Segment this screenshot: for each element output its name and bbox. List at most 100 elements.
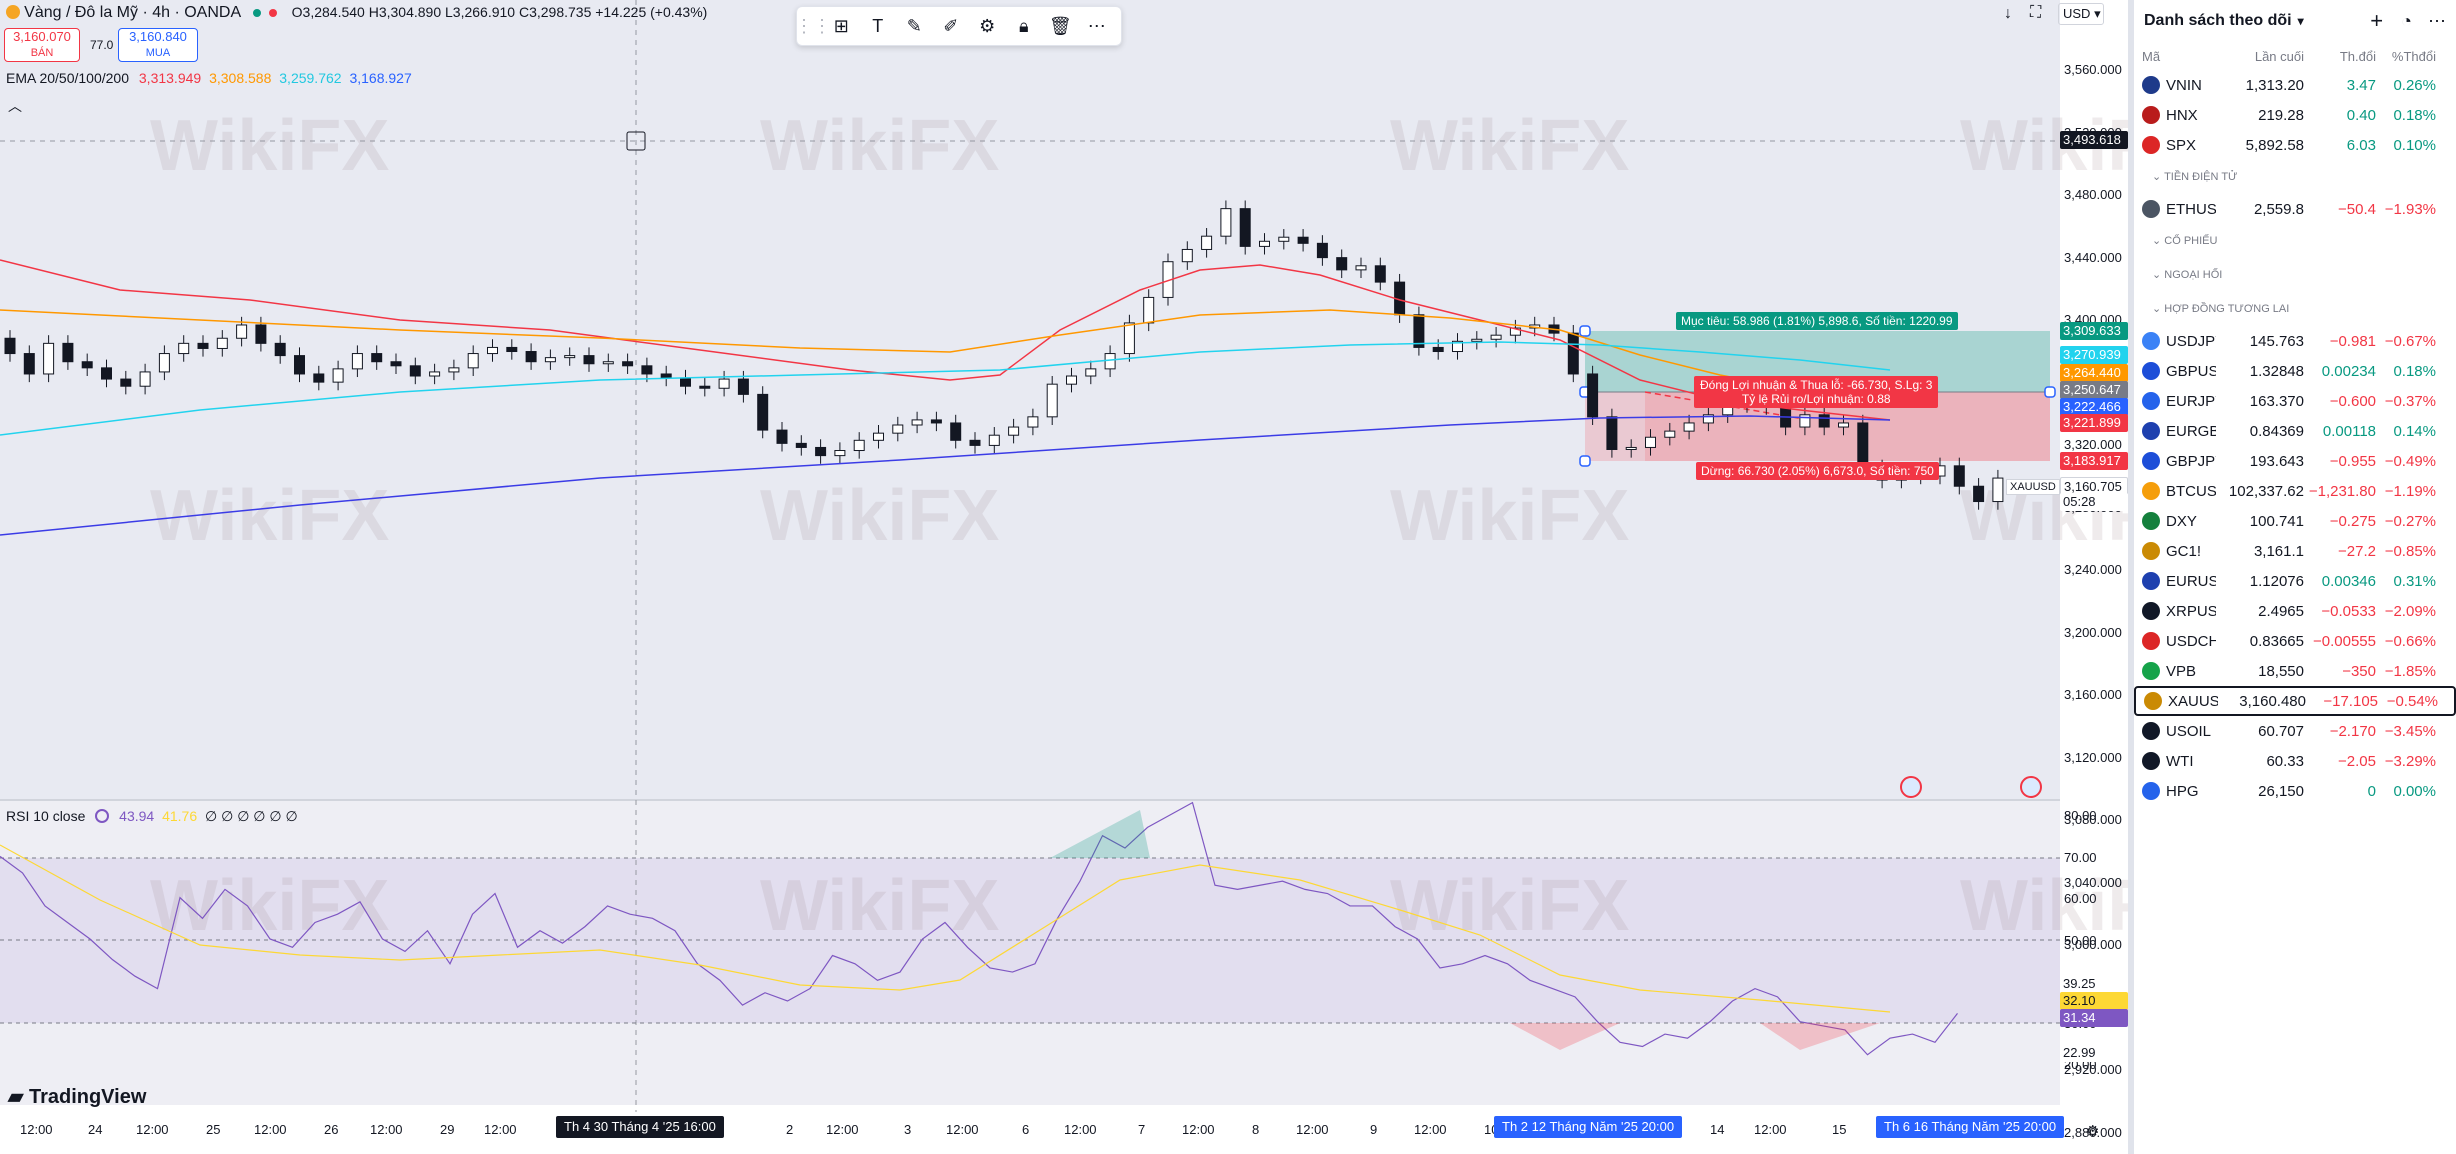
delete-icon[interactable]: 🗑︎ — [1048, 15, 1072, 36]
rsi-ma-line[interactable] — [0, 844, 1891, 1013]
watchlist-row-eurusi[interactable]: EURUSI 1.12076 0.00346 0.31% — [2134, 566, 2456, 596]
rsi-line[interactable] — [0, 801, 1958, 1056]
time-tick: 12:00 — [826, 1122, 859, 1137]
stop-loss-label: Dừng: 66.730 (2.05%) 6,673.0, Số tiền: 7… — [1696, 462, 1939, 480]
more-icon[interactable]: ⋯ — [1087, 15, 1106, 36]
collapse-icon[interactable]: ︿ — [8, 98, 22, 114]
col-change-pct[interactable]: %Thđổi — [2391, 48, 2436, 64]
watchlist-row-gbpusi[interactable]: GBPUSI 1.32848 0.00234 0.18% — [2134, 356, 2456, 386]
text-icon[interactable]: T — [872, 15, 884, 36]
change-pct: 0.10% — [2393, 136, 2436, 154]
col-symbol[interactable]: Mã — [2142, 48, 2161, 64]
watchlist-row-vpb[interactable]: VPB 18,550 −350 −1.85% — [2134, 656, 2456, 686]
add-symbol-icon[interactable]: + — [2370, 8, 2384, 33]
symbol-title[interactable]: Vàng / Đô la Mỹ · 4h · OANDA — [24, 4, 242, 21]
last-price: 100.741 — [2249, 512, 2304, 530]
settings-gear-icon[interactable]: ⚙ — [2086, 1123, 2100, 1140]
watchlist-row-gc1![interactable]: GC1! 3,161.1 −27.2 −0.85% — [2134, 536, 2456, 566]
fill-color-icon[interactable]: ✐ — [943, 15, 959, 36]
price-tick: 3,080.000 — [2064, 812, 2122, 827]
currency-select[interactable]: USD ▾ — [2058, 3, 2104, 25]
crosshair-plus-icon[interactable] — [626, 131, 646, 151]
symbol: USDJPY — [2166, 332, 2216, 350]
candle-body — [294, 355, 305, 375]
sell-button[interactable]: 3,160.070 BÁN — [4, 28, 80, 62]
template-icon[interactable]: ⊞ — [833, 15, 849, 36]
symbol-logo-icon — [2142, 752, 2160, 770]
tradingview-logo[interactable]: ▰ TradingView — [8, 1084, 146, 1109]
section-crypto[interactable]: ⌄ TIỀN ĐIỆN TỬ — [2152, 171, 2238, 183]
watchlist-row-hpg[interactable]: HPG 26,150 0 0.00% — [2134, 776, 2456, 806]
position-handle-3[interactable] — [2044, 386, 2056, 398]
risk-reward-text: Tỷ lệ Rủi ro/Lợi nhuận: 0.88 — [1741, 392, 1891, 406]
buy-button[interactable]: 3,160.840 MUA — [118, 28, 198, 62]
watchlist-row-dxy[interactable]: DXY 100.741 −0.275 −0.27% — [2134, 506, 2456, 536]
candle-body — [641, 365, 653, 375]
watchlist-row-usdjpy[interactable]: USDJPY 145.763 −0.981 −0.67% — [2134, 326, 2456, 356]
settings-icon[interactable]: ⚙ — [979, 15, 996, 36]
chevron-down-icon[interactable]: ▾ — [2297, 14, 2304, 28]
watchlist-row-hnx[interactable]: HNX 219.28 0.40 0.18% — [2134, 100, 2456, 130]
rsi-ma-value: 41.76 — [162, 808, 198, 824]
us-event-icon-2[interactable] — [2020, 776, 2042, 798]
candle-body — [622, 361, 634, 367]
advanced-view-icon[interactable]: ◔ — [2401, 10, 2412, 31]
watchlist-row-eurjpy[interactable]: EURJPY 163.370 −0.600 −0.37% — [2134, 386, 2456, 416]
col-change[interactable]: Th.đổi — [2339, 48, 2376, 64]
rsi-legend[interactable]: RSI 10 close 43.94 41.76 ∅ ∅ ∅ ∅ ∅ ∅ — [6, 808, 298, 825]
more-icon[interactable]: ⋯ — [2428, 10, 2446, 31]
change: −0.0533 — [2321, 602, 2376, 620]
watchlist-row-usdchi[interactable]: USDCHI 0.83665 −0.00555 −0.66% — [2134, 626, 2456, 656]
line-color-icon[interactable]: ✎ — [906, 15, 922, 36]
ema-legend[interactable]: EMA 20/50/100/200 3,313.949 3,308.588 3,… — [6, 70, 412, 86]
ema-50-line[interactable] — [0, 309, 1891, 401]
us-event-icon[interactable] — [1900, 776, 1922, 798]
position-handle-2[interactable] — [1579, 455, 1591, 467]
lock-icon[interactable]: 🔒︎ — [1018, 15, 1029, 36]
watchlist-row-vnin[interactable]: VNIN 1,313.20 3.47 0.26% — [2134, 70, 2456, 100]
watchlist-row-eurgbi[interactable]: EURGBI 0.84369 0.00118 0.14% — [2134, 416, 2456, 446]
watchlist-row-xrpusi[interactable]: XRPUSI 2.4965 −0.0533 −2.09% — [2134, 596, 2456, 626]
watchlist-row-wti[interactable]: WTI 60.33 −2.05 −3.29% — [2134, 746, 2456, 776]
ema-200-value: 3,168.927 — [349, 70, 412, 86]
rsi-tag-4: 22.99 — [2060, 1044, 2128, 1062]
col-last[interactable]: Lần cuối — [2254, 48, 2304, 64]
ema-200-line[interactable] — [0, 415, 1891, 536]
last-price: 3,160.480 — [2239, 692, 2306, 710]
watchlist-row-spx[interactable]: SPX 5,892.58 6.03 0.10% — [2134, 130, 2456, 160]
chart-area[interactable]: WikiFX WikiFX WikiFX WikiFX WikiFX WikiFX Wiki… — [0, 0, 2128, 1154]
ema-20-line[interactable] — [0, 259, 1891, 421]
last-price: 5,892.58 — [2245, 136, 2304, 154]
price-tick: 3,200.000 — [2064, 624, 2122, 640]
rsi-pane[interactable] — [0, 800, 2060, 1105]
section-stock[interactable]: ⌄ CỔ PHIẾU — [2152, 235, 2218, 247]
candle-body — [371, 353, 383, 363]
time-tick: 12:00 — [1296, 1122, 1329, 1137]
section-futures[interactable]: ⌄ HỢP ĐỒNG TƯƠNG LAI — [2152, 303, 2290, 315]
drawing-toolbar: ⋮⋮ ⊞ T ✎ ✐ ⚙ 🔒︎ 🗑︎ ⋯ — [795, 6, 1122, 46]
watchlist-row-btcusi[interactable]: BTCUSI 102,337.62 −1,231.80 −1.19% — [2134, 476, 2456, 506]
symbol: HNX — [2166, 106, 2198, 124]
chart-canvas[interactable]: WikiFX WikiFX WikiFX WikiFX WikiFX WikiFX Wiki… — [0, 0, 2128, 1154]
drag-handle-icon[interactable]: ⋮⋮ — [795, 15, 831, 36]
change: −350 — [2342, 662, 2376, 680]
change: 0 — [2367, 782, 2376, 800]
section-fx[interactable]: ⌄ NGOẠI HỐI — [2152, 269, 2223, 281]
fullscreen-icon[interactable]: ⛶ — [2030, 4, 2042, 21]
time-tick: 7 — [1138, 1122, 1146, 1137]
watchlist-row-xauusi[interactable]: XAUUSI 3,160.480 −17.105 −0.54% — [2134, 686, 2456, 716]
buy-price: 3,160.840 — [129, 29, 187, 44]
position-handle-0[interactable] — [1579, 325, 1591, 337]
candle-body — [1259, 240, 1270, 247]
candle-body — [101, 367, 112, 380]
watchlist-row-usoil[interactable]: USOIL 60.707 −2.170 −3.45% — [2134, 716, 2456, 746]
watchlist-row-gbpjpy[interactable]: GBPJPY 193.643 −0.955 −0.49% — [2134, 446, 2456, 476]
ema-100-line[interactable] — [0, 341, 1891, 436]
watchlist-title[interactable]: Danh sách theo dõi — [2144, 12, 2292, 29]
change: 0.00346 — [2321, 572, 2376, 590]
rsi-tick: 60.00 — [2064, 891, 2097, 906]
arrow-down-icon[interactable]: ↓ — [2004, 5, 2012, 22]
candle-body — [583, 355, 595, 365]
watchlist-row-ethusi[interactable]: ETHUSI 2,559.8 −50.4 −1.93% — [2134, 194, 2456, 224]
tv-logo-icon: ▰ — [8, 1086, 24, 1108]
